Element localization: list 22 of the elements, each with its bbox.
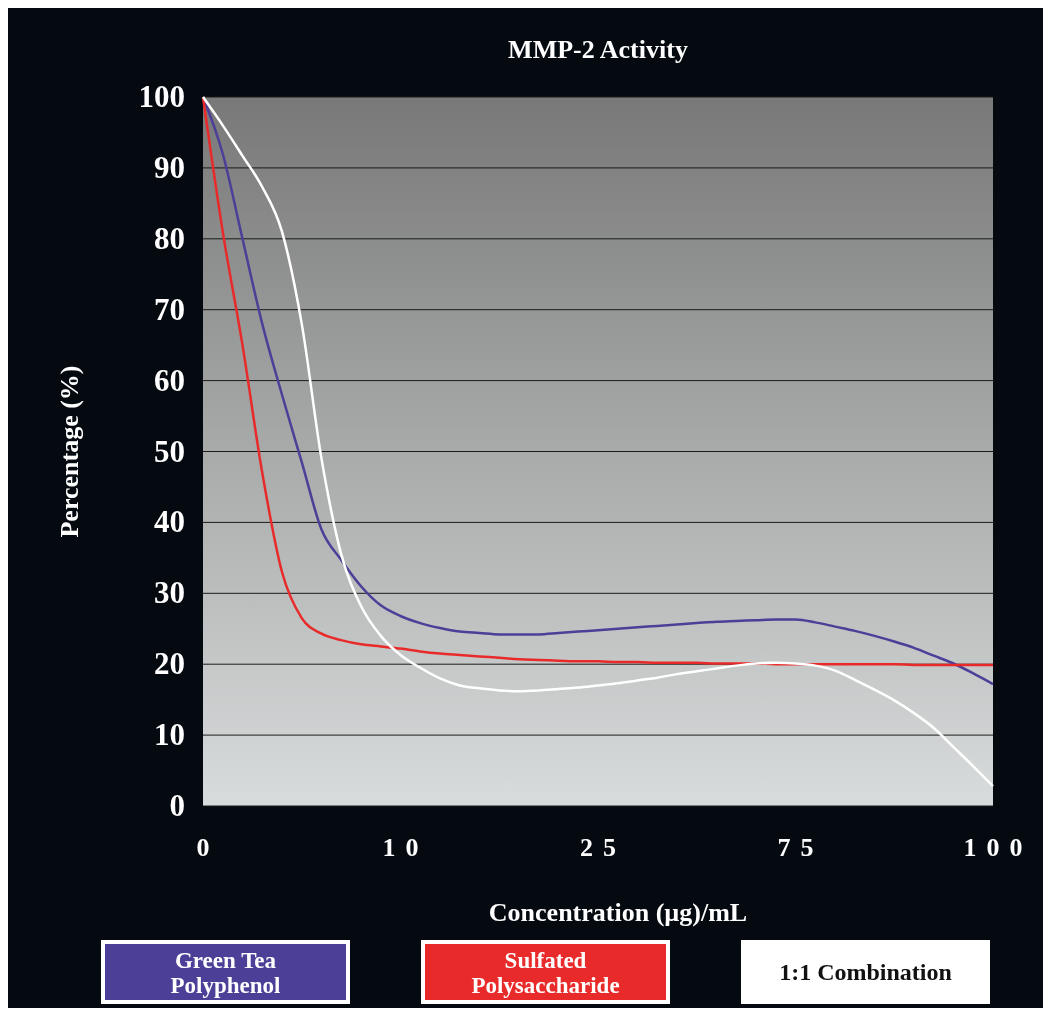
y-tick-label: 50 (154, 433, 185, 469)
y-tick-label: 20 (154, 646, 185, 682)
x-tick-label: 75 (777, 833, 824, 862)
x-tick-label: 0 (196, 833, 220, 862)
text: 1:1 Combination (779, 959, 952, 985)
y-axis-title: Percentage (%) (55, 365, 84, 538)
y-tick-label: 60 (154, 362, 185, 398)
y-tick-label: 40 (154, 504, 185, 540)
y-tick-label: 100 (138, 79, 185, 114)
y-tick-label: 10 (154, 717, 185, 753)
text: Green Tea Polyphenol (170, 948, 281, 998)
y-tick-label: 70 (154, 291, 185, 327)
y-tick-label: 0 (169, 788, 185, 823)
y-tick-label: 30 (154, 575, 185, 611)
x-tick-label: 25 (580, 833, 626, 862)
text: Sulfated Polysaccharide (471, 948, 620, 998)
x-axis-title: Concentration (µg)/mL (488, 898, 748, 927)
y-tick-label: 80 (154, 220, 185, 256)
chart-title: MMP-2 Activity (508, 35, 688, 64)
y-tick-label: 90 (154, 149, 185, 185)
x-tick-label: 10 (382, 833, 429, 862)
x-tick-label: 100 (963, 833, 1033, 862)
